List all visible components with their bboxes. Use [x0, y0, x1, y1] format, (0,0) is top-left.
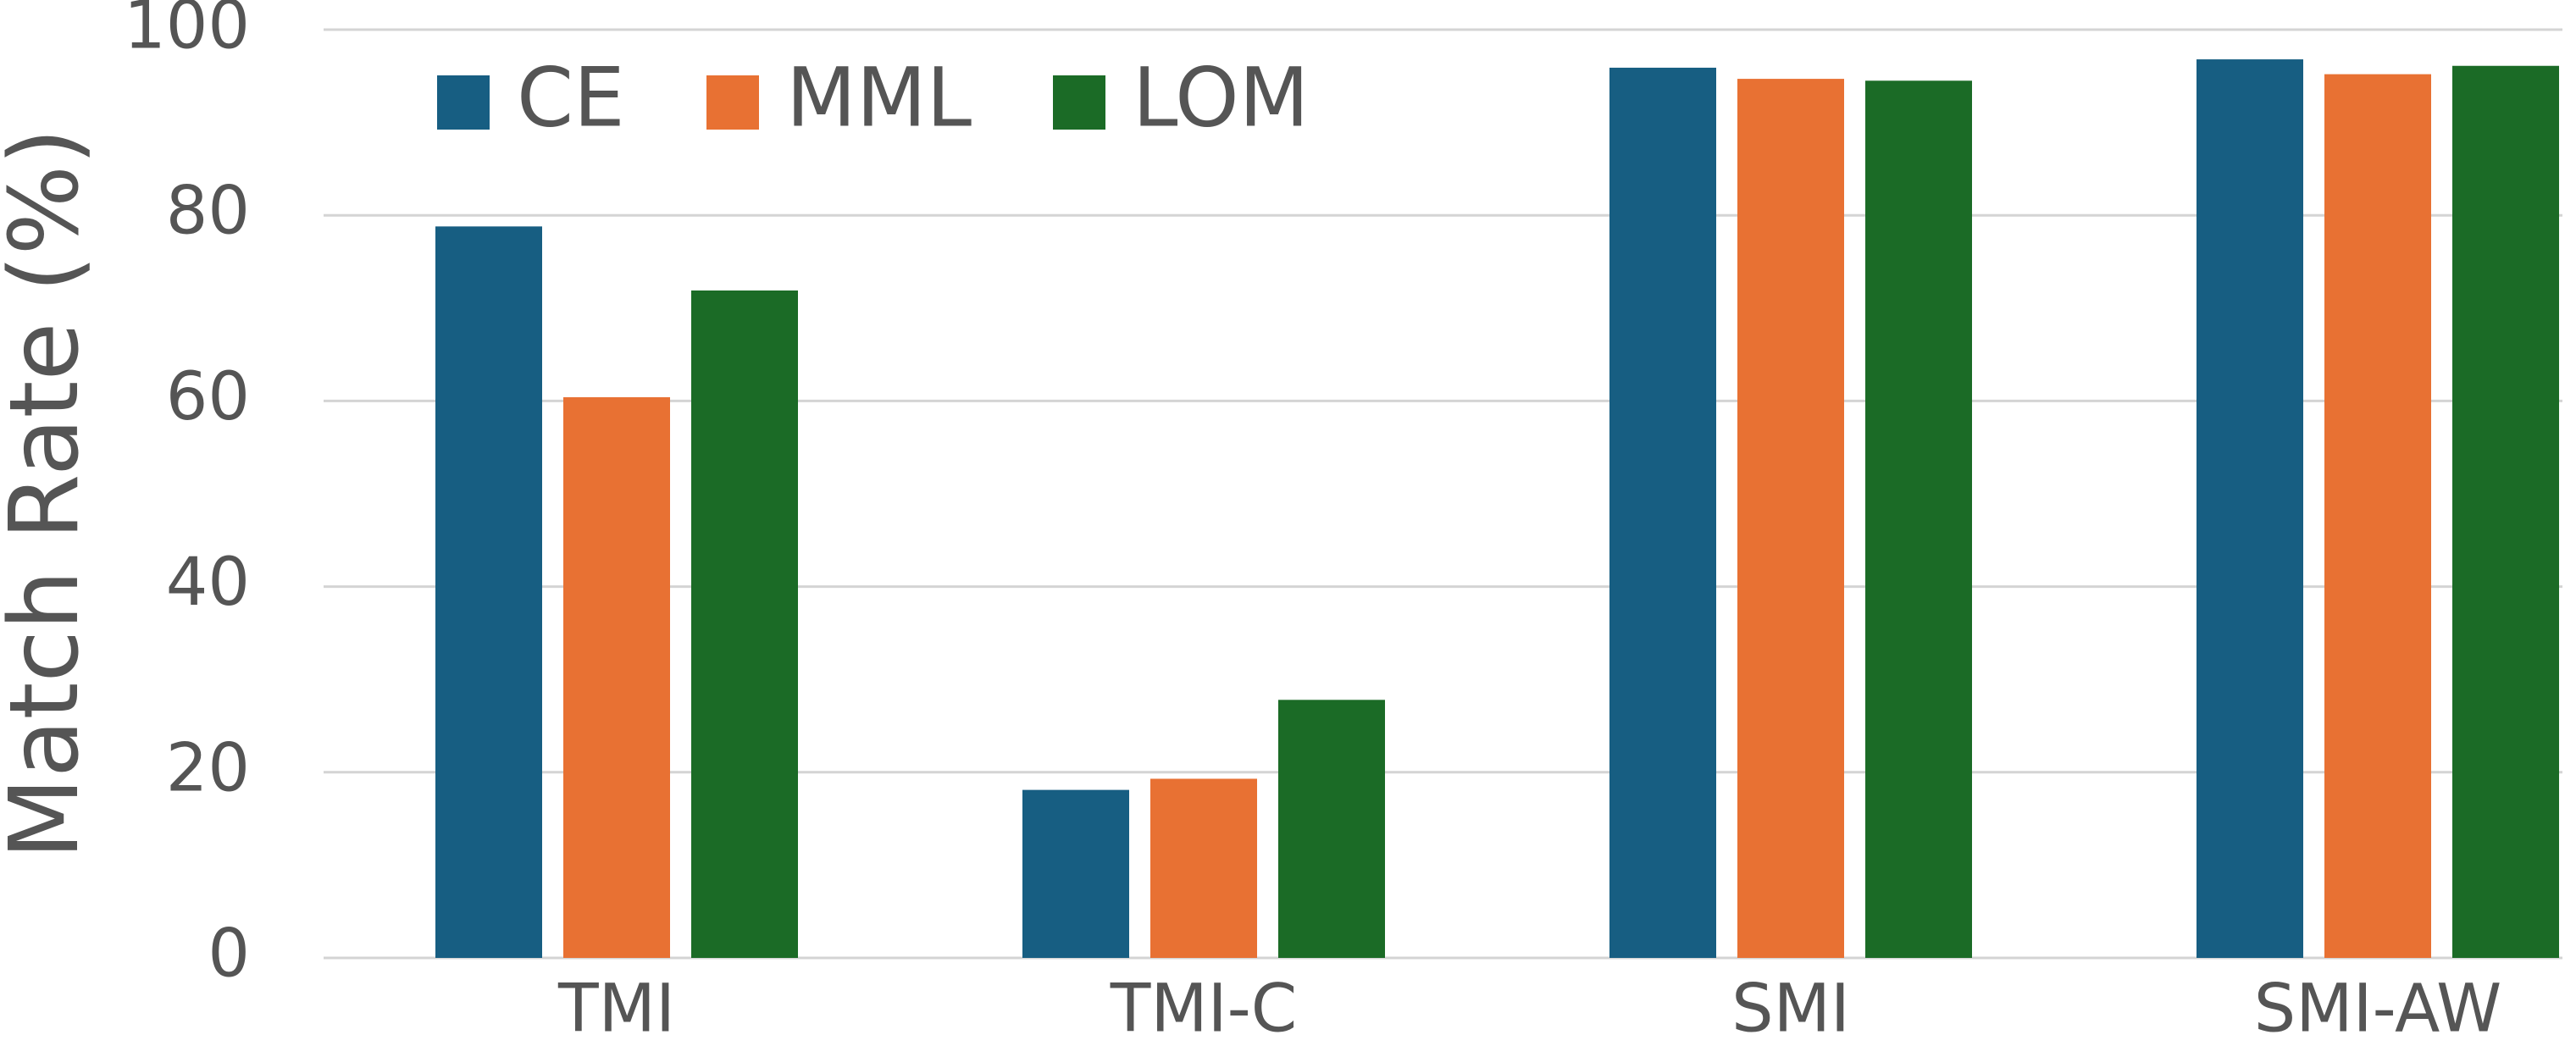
bar	[1278, 700, 1385, 958]
bar	[2324, 74, 2431, 958]
legend-swatch	[1053, 75, 1105, 130]
y-tick-label: 20	[166, 730, 250, 806]
bar	[1865, 80, 1972, 958]
y-tick-label: 40	[166, 545, 250, 621]
bar	[1150, 778, 1257, 958]
bar	[691, 290, 798, 958]
x-tick-label: SMI	[1731, 971, 1850, 1046]
bar	[1022, 789, 1129, 958]
x-tick-label: TMI	[557, 971, 675, 1046]
bar	[2452, 65, 2559, 958]
legend-label: LOM	[1133, 50, 1309, 145]
legend-swatch	[706, 75, 759, 130]
x-tick-label: SMI-AW	[2254, 971, 2501, 1046]
y-tick-label: 80	[166, 174, 250, 250]
y-tick-label: 0	[208, 916, 250, 992]
x-tick-label: TMI-C	[1110, 971, 1298, 1046]
y-tick-label: 60	[166, 359, 250, 435]
legend-swatch	[437, 75, 490, 130]
bar	[563, 397, 670, 958]
bar	[2197, 59, 2303, 958]
bar	[1609, 67, 1716, 958]
legend-label: CE	[517, 50, 625, 145]
bar	[435, 226, 542, 958]
y-tick-label: 100	[124, 0, 250, 64]
bar	[1737, 79, 1844, 958]
y-axis-label: Match Rate (%)	[0, 128, 100, 860]
legend-label: MML	[786, 50, 972, 145]
